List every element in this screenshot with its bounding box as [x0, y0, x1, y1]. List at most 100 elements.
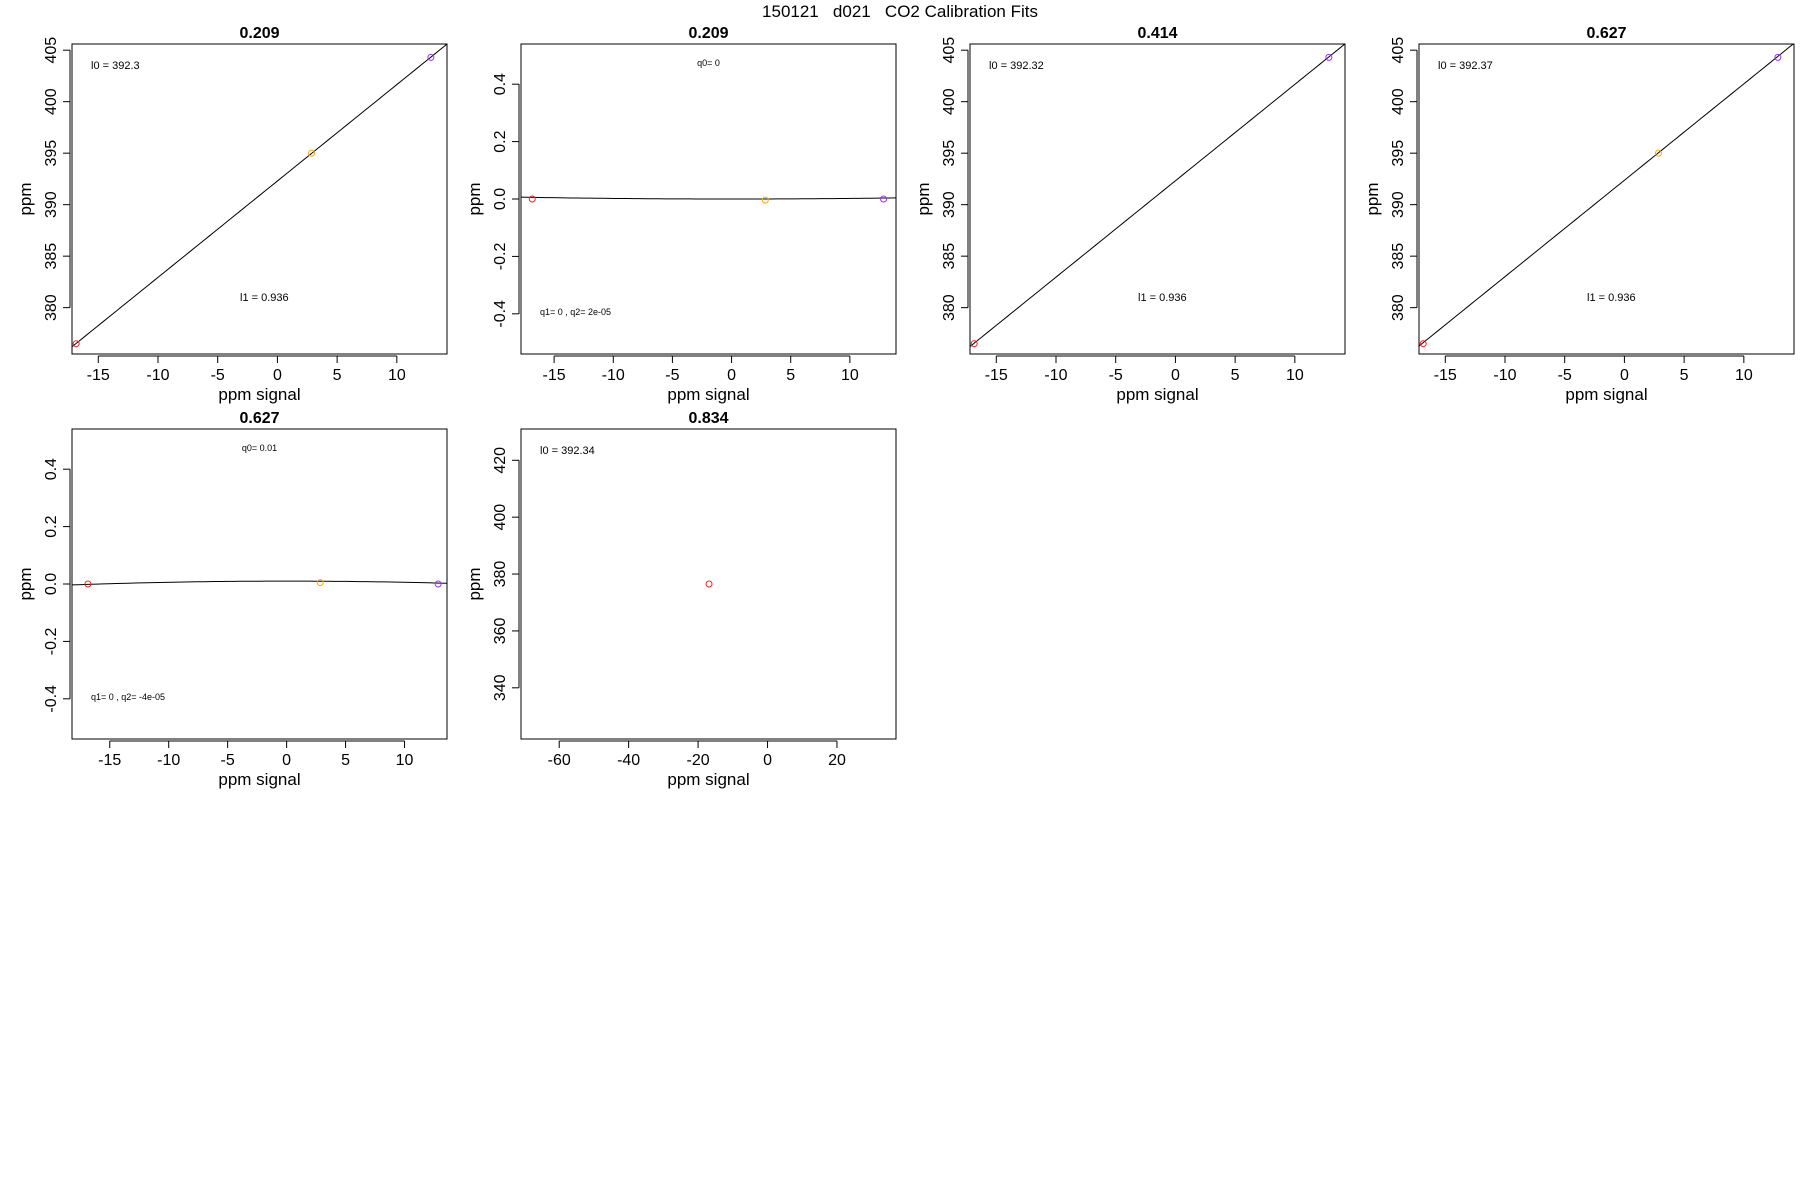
x-tick-label: -5 — [665, 367, 679, 384]
y-tick-label: 360 — [492, 617, 509, 644]
fit-annotation: q1= 0 , q2= -4e-05 — [91, 692, 165, 702]
x-tick-label: -15 — [98, 752, 121, 769]
y-tick-label: 400 — [492, 504, 509, 531]
y-tick-label: -0.4 — [492, 300, 509, 328]
y-tick-label: 0.2 — [492, 130, 509, 152]
x-tick-label: -10 — [146, 367, 169, 384]
fit-line — [72, 580, 447, 586]
y-axis-label: ppm — [465, 567, 484, 600]
fit-annotation: l0 = 392.32 — [989, 60, 1044, 72]
chart-panel-4: 0.627 -15 -10 -5 0 5 10 ppm signal 380 385 390 395 4… — [1363, 25, 1795, 404]
x-tick-label: -10 — [1044, 367, 1067, 384]
plot-frame — [969, 43, 1346, 355]
chart-panel-6: 0.834 -60 -40 -20 0 20 ppm signal 340 360 380 400 4… — [465, 410, 897, 789]
fit-annotation: l0 = 392.37 — [1438, 60, 1493, 72]
y-tick-label: 0.2 — [43, 515, 60, 537]
panel-title: 0.834 — [688, 410, 728, 427]
fit-annotation: l1 = 0.936 — [1587, 292, 1636, 304]
x-tick-label: 0 — [1620, 367, 1629, 384]
x-tick-label: 0 — [763, 752, 772, 769]
chart-panel-2: 0.209 -15 -10 -5 0 5 10 ppm signal -0.4 -0.2 0.0 0.… — [465, 25, 897, 404]
y-tick-label: -0.2 — [492, 243, 509, 271]
x-axis-label: ppm signal — [667, 770, 749, 789]
figure-title: 150121 d021 CO2 Calibration Fits — [762, 2, 1038, 21]
plot-frame — [71, 428, 448, 740]
panel-title: 0.414 — [1137, 25, 1177, 42]
fit-annotation: q0= 0 — [697, 58, 720, 68]
y-tick-label: 405 — [43, 37, 60, 64]
x-axis-label: ppm signal — [218, 770, 300, 789]
fit-annotation: l1 = 0.936 — [1138, 292, 1187, 304]
fit-line — [970, 44, 1345, 347]
y-tick-label: 385 — [941, 243, 958, 270]
y-tick-label: -0.4 — [43, 685, 60, 713]
data-point — [427, 53, 435, 61]
fit-line — [521, 196, 896, 200]
data-point — [84, 580, 92, 588]
data-point — [1654, 149, 1662, 157]
x-tick-label: 0 — [1171, 367, 1180, 384]
y-tick-label: 340 — [492, 674, 509, 701]
y-tick-label: 380 — [941, 294, 958, 321]
y-tick-label: 0.4 — [492, 73, 509, 95]
x-axis-label: ppm signal — [1565, 385, 1647, 404]
data-point — [880, 195, 888, 203]
x-axis-label: ppm signal — [1116, 385, 1198, 404]
y-tick-label: 380 — [1390, 294, 1407, 321]
panel-title: 0.209 — [688, 25, 728, 42]
x-tick-label: -15 — [87, 367, 110, 384]
plot-frame — [520, 43, 897, 355]
x-tick-label: -40 — [617, 752, 640, 769]
fit-annotation: q0= 0.01 — [242, 443, 277, 453]
y-tick-label: 390 — [43, 191, 60, 218]
fit-annotation: q1= 0 , q2= 2e-05 — [540, 307, 611, 317]
x-tick-label: -5 — [211, 367, 225, 384]
y-tick-label: 0.0 — [492, 188, 509, 210]
plot-frame — [520, 428, 897, 740]
x-tick-label: -15 — [985, 367, 1008, 384]
x-tick-label: 5 — [786, 367, 795, 384]
chart-panel-3: 0.414 -15 -10 -5 0 5 10 ppm signal 380 385 390 395 4… — [914, 25, 1346, 404]
x-tick-label: 20 — [828, 752, 846, 769]
y-tick-label: 380 — [43, 294, 60, 321]
x-tick-label: 10 — [396, 752, 414, 769]
data-point — [970, 340, 978, 348]
y-tick-label: 420 — [492, 447, 509, 474]
x-tick-label: 5 — [1231, 367, 1240, 384]
y-axis-label: ppm — [914, 182, 933, 215]
chart-panel-5: 0.627 -15 -10 -5 0 5 10 ppm signal -0.4 -0.2 0.0 0.… — [16, 410, 448, 789]
y-tick-label: 405 — [941, 37, 958, 64]
x-tick-label: 10 — [1286, 367, 1304, 384]
y-tick-label: 405 — [1390, 37, 1407, 64]
panel-title: 0.627 — [1586, 25, 1626, 42]
x-tick-label: -10 — [157, 752, 180, 769]
y-tick-label: 400 — [941, 88, 958, 115]
y-tick-label: 395 — [1390, 140, 1407, 167]
x-tick-label: -10 — [1493, 367, 1516, 384]
data-point — [1325, 53, 1333, 61]
data-point — [761, 196, 769, 204]
x-tick-label: -60 — [548, 752, 571, 769]
data-point — [528, 195, 536, 203]
x-tick-label: 10 — [841, 367, 859, 384]
x-tick-label: 10 — [388, 367, 406, 384]
y-tick-label: 400 — [1390, 88, 1407, 115]
y-axis-label: ppm — [465, 182, 484, 215]
y-tick-label: 0.4 — [43, 458, 60, 480]
y-axis-label: ppm — [1363, 182, 1382, 215]
x-tick-label: -5 — [221, 752, 235, 769]
x-tick-label: 10 — [1735, 367, 1753, 384]
y-tick-label: 395 — [941, 140, 958, 167]
data-point — [705, 580, 713, 588]
panel-title: 0.209 — [239, 25, 279, 42]
fit-annotation: l0 = 392.34 — [540, 445, 595, 457]
x-tick-label: 0 — [273, 367, 282, 384]
data-point — [1419, 340, 1427, 348]
y-tick-label: 395 — [43, 140, 60, 167]
plot-frame — [1418, 43, 1795, 355]
x-axis-label: ppm signal — [667, 385, 749, 404]
y-tick-label: 385 — [43, 243, 60, 270]
y-axis-label: ppm — [16, 182, 35, 215]
y-tick-label: 385 — [1390, 243, 1407, 270]
